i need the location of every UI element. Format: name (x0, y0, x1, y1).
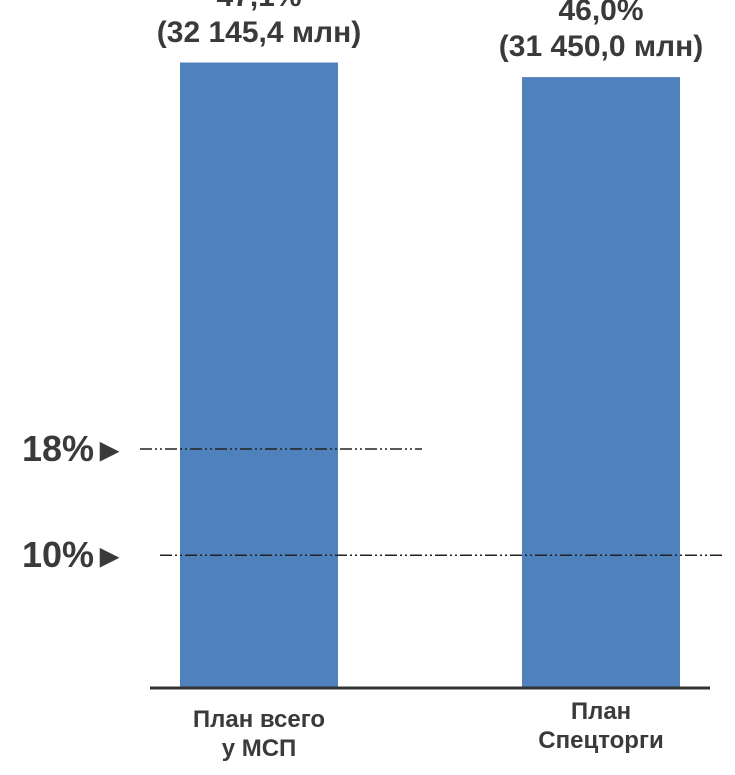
bars (180, 62, 680, 689)
arrow-right-icon: ▶ (100, 543, 119, 571)
reference-value-10: 10% (22, 534, 95, 576)
value-label-2: 46,0% (31 450,0 млн) (498, 0, 704, 64)
arrow-right-icon: ▶ (100, 437, 119, 465)
category-label-1: План всего у МСП (192, 706, 326, 762)
bar-1 (180, 62, 338, 688)
value-label-1: 47,1% (32 145,4 млн) (156, 0, 362, 49)
bar-2 (522, 77, 680, 689)
category-label-2: План Спецторги (538, 698, 664, 754)
reference-label-10: 10% ▶ (22, 533, 152, 576)
reference-lines (140, 448, 722, 556)
reference-label-18: 18% ▶ (22, 427, 152, 470)
reference-value-18: 18% (22, 427, 95, 469)
